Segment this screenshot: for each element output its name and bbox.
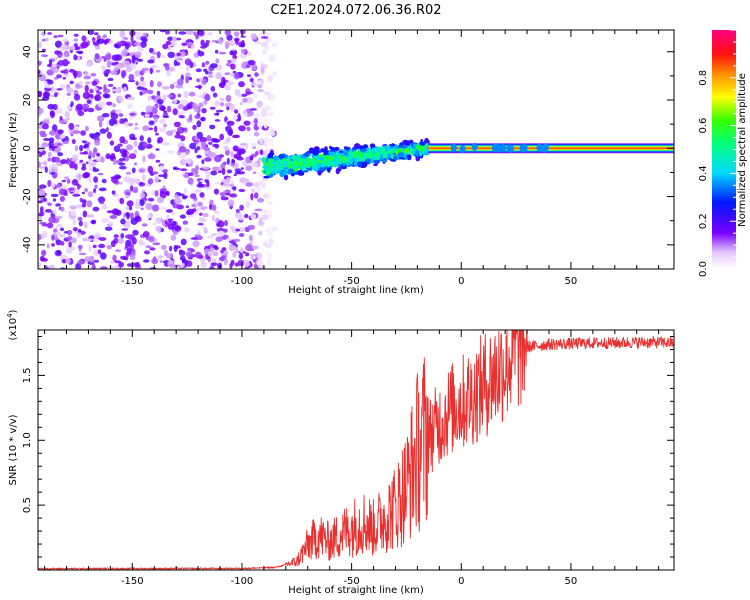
colorbar-axes: 0.0 0.2 0.4 0.6 0.8 [698, 29, 736, 277]
colorbar-tick-label-2: 0.2 [698, 213, 709, 229]
colorbar: 0.0 0.2 0.4 0.6 0.8 Normalized spectral ampl… [698, 29, 748, 277]
snr-scale-label: (x104) [6, 309, 19, 340]
snr-ytick-label-2: 1.0 [22, 432, 33, 448]
colorbar-tick-label-4: 0.6 [698, 118, 709, 134]
colorbar-gradient [712, 30, 736, 269]
snr-xtick-label-2: -100 [231, 576, 254, 587]
spectrogram-image [38, 30, 674, 269]
chart-title: C2E1.2024.072.06.36.R02 [270, 3, 441, 18]
snr-xtick-label-3: -50 [343, 576, 359, 587]
spectrogram-xtick-label-3: -50 [343, 276, 359, 287]
snr-frame [37, 329, 675, 571]
colorbar-tick-label-5: 0.8 [698, 70, 709, 86]
spectrogram-ylabel: Frequency (Hz) [8, 112, 19, 188]
snr-scale-text: (x10 [8, 318, 19, 341]
spectrogram-xtick-label-5: 50 [565, 276, 578, 287]
spectrogram-ytick-label-4: 20 [22, 94, 33, 107]
snr-panel: -150 -100 -50 0 50 0.5 1.0 1.5 Height of straig… [6, 309, 675, 596]
spectrogram-segment-3 [428, 142, 674, 154]
spectrogram-axes: -150 -100 -50 0 50 -40 -20 0 20 40 [22, 30, 674, 287]
colorbar-tick-label-1: 0.0 [698, 261, 709, 277]
snr-ytick-label-1: 0.5 [22, 497, 33, 513]
spectrogram-ytick-label-1: -40 [22, 237, 33, 253]
snr-ytick-label-3: 1.5 [22, 367, 33, 383]
svg-text:(x104): (x104) [6, 309, 19, 340]
spectrogram-ytick-label-3: 0 [22, 145, 33, 151]
snr-xtick-label-4: 0 [458, 576, 464, 587]
snr-xlabel: Height of straight line (km) [288, 585, 424, 596]
snr-axes: -150 -100 -50 0 50 0.5 1.0 1.5 [22, 330, 674, 587]
snr-xtick-label-1: -150 [121, 576, 144, 587]
spectrogram-xtick-label-4: 0 [458, 276, 464, 287]
spectrogram-segment-2 [261, 137, 431, 181]
spectrogram-xtick-label-1: -150 [121, 276, 144, 287]
snr-xtick-label-5: 50 [565, 576, 578, 587]
spectrogram-panel: -150 -100 -50 0 50 -40 -20 0 20 40 Height of stra… [8, 29, 675, 296]
snr-ylabel: SNR (10 * v/v) [8, 414, 19, 485]
spectrogram-ytick-label-5: 40 [22, 45, 33, 58]
colorbar-tick-label-3: 0.4 [698, 165, 709, 181]
colorbar-label: Normalized spectral amplitude [737, 73, 748, 227]
spectrogram-segment-1 [38, 30, 279, 269]
spectrogram-ytick-label-2: -20 [22, 188, 33, 204]
snr-series-line [38, 330, 674, 570]
spectrogram-xtick-label-2: -100 [231, 276, 254, 287]
spectrogram-xlabel: Height of straight line (km) [288, 285, 424, 296]
spectrogram-frame [37, 29, 675, 270]
snr-scale-exponent: 4 [6, 313, 14, 318]
snr-scale-close: ) [8, 309, 19, 313]
